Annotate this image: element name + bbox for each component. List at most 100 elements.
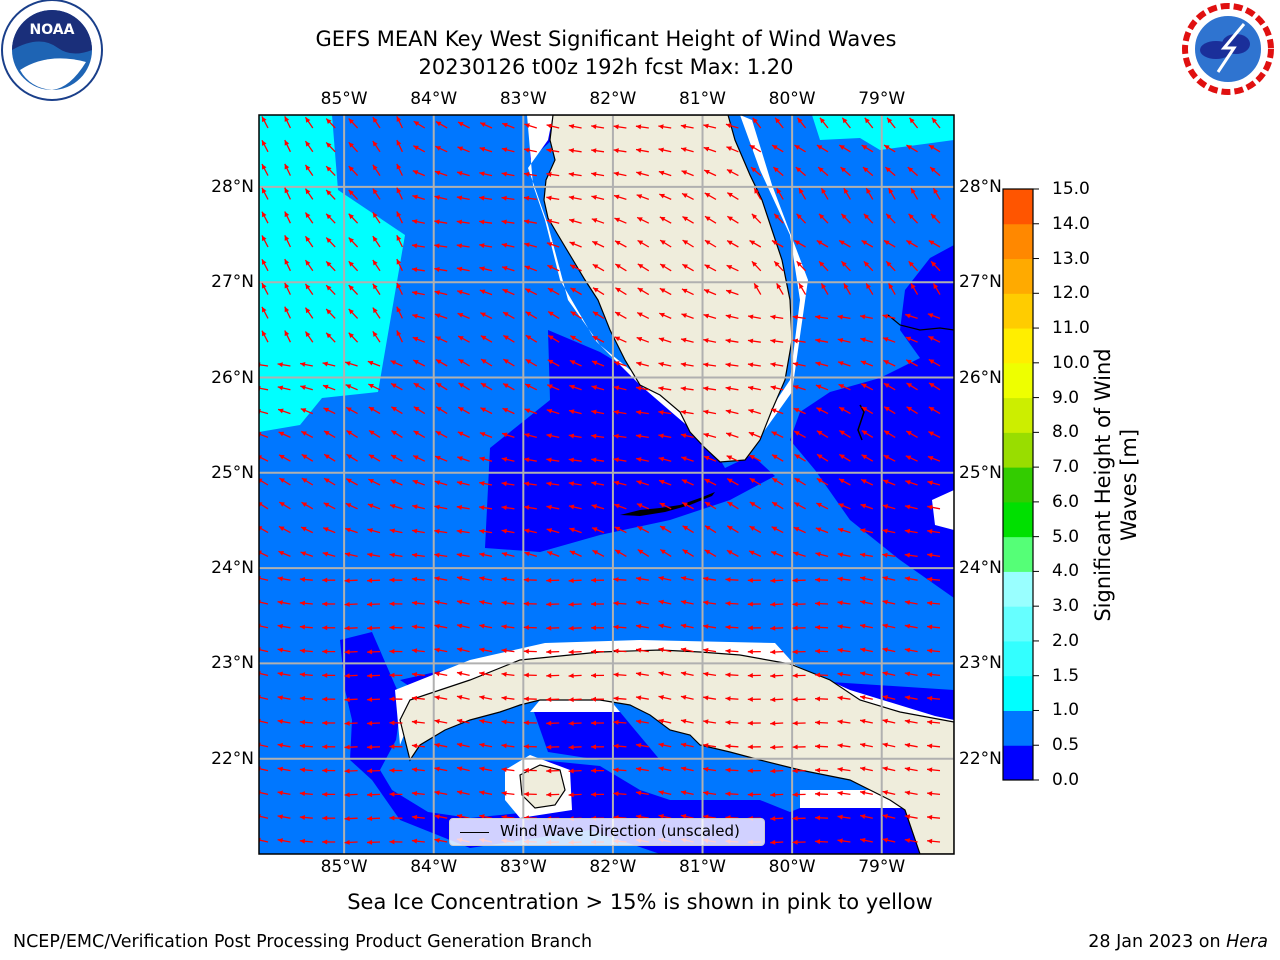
wave-direction-arrow bbox=[325, 141, 336, 153]
colorbar-segment bbox=[1003, 501, 1033, 538]
wave-direction-arrow bbox=[792, 625, 806, 631]
wave-band-high-west bbox=[259, 115, 405, 432]
wave-direction-arrow bbox=[591, 124, 605, 130]
wave-direction-arrow bbox=[590, 744, 605, 750]
wave-direction-arrow bbox=[259, 526, 269, 534]
wave-direction-arrow bbox=[479, 505, 493, 511]
wave-direction-arrow bbox=[725, 672, 739, 678]
wave-direction-arrow bbox=[299, 624, 313, 630]
lat-tick-right: 25°N bbox=[959, 462, 1002, 483]
wave-direction-arrow bbox=[703, 719, 717, 725]
wave-direction-arrow bbox=[681, 313, 694, 320]
wave-direction-arrow bbox=[301, 501, 314, 510]
wave-direction-arrow bbox=[501, 195, 515, 201]
wave-direction-arrow bbox=[770, 601, 784, 607]
wave-direction-arrow bbox=[322, 815, 336, 821]
colorbar-segment bbox=[1003, 223, 1033, 260]
wave-direction-arrow bbox=[344, 552, 358, 558]
wave-direction-arrow bbox=[568, 433, 582, 439]
wave-direction-arrow bbox=[837, 719, 851, 725]
wave-direction-arrow bbox=[815, 384, 829, 391]
wave-direction-arrow bbox=[590, 768, 605, 774]
wave-direction-arrow bbox=[926, 672, 941, 678]
wave-direction-arrow bbox=[345, 527, 358, 534]
wave-direction-arrow bbox=[547, 264, 560, 272]
wave-direction-arrow bbox=[411, 624, 425, 630]
wave-direction-arrow bbox=[413, 120, 426, 129]
wave-direction-arrow bbox=[412, 170, 426, 177]
wave-direction-arrow bbox=[770, 338, 784, 344]
wave-direction-arrow bbox=[904, 814, 918, 820]
wave-direction-arrow bbox=[389, 504, 403, 510]
wave-direction-arrow bbox=[346, 430, 358, 438]
wave-direction-arrow bbox=[747, 720, 761, 726]
wave-direction-arrow bbox=[456, 575, 470, 581]
wave-direction-arrow bbox=[568, 195, 582, 201]
wave-direction-arrow bbox=[776, 283, 784, 295]
wave-direction-arrow bbox=[904, 504, 918, 510]
wave-direction-arrow bbox=[928, 382, 941, 391]
wave-direction-arrow bbox=[659, 502, 672, 510]
wave-direction-arrow bbox=[635, 766, 649, 772]
wave-direction-arrow bbox=[457, 146, 470, 153]
wave-direction-arrow bbox=[615, 287, 627, 296]
wave-direction-arrow bbox=[704, 525, 717, 534]
wave-direction-arrow bbox=[820, 283, 829, 295]
wave-direction-arrow bbox=[904, 695, 918, 701]
wave-direction-arrow bbox=[837, 361, 851, 367]
wave-direction-arrow bbox=[546, 768, 560, 774]
wave-direction-arrow bbox=[325, 237, 336, 248]
wave-direction-arrow bbox=[435, 382, 448, 391]
wave-direction-arrow bbox=[794, 477, 806, 486]
wave-direction-arrow bbox=[591, 171, 605, 177]
lat-tick-left: 26°N bbox=[211, 367, 254, 388]
wave-direction-arrow bbox=[396, 306, 403, 319]
wave-direction-arrow bbox=[838, 503, 851, 510]
wave-direction-arrow bbox=[479, 456, 493, 462]
wave-direction-arrow bbox=[859, 552, 873, 558]
wave-direction-arrow bbox=[523, 505, 537, 511]
wave-direction-arrow bbox=[457, 335, 470, 343]
wave-direction-arrow bbox=[793, 501, 806, 510]
wave-direction-arrow bbox=[613, 577, 627, 583]
wave-direction-arrow bbox=[456, 480, 470, 486]
wave-direction-arrow bbox=[502, 358, 515, 367]
wave-direction-arrow bbox=[304, 331, 314, 343]
wave-direction-arrow bbox=[749, 144, 762, 153]
wave-direction-arrow bbox=[569, 527, 582, 534]
colorbar-segment bbox=[1003, 189, 1033, 225]
wave-direction-arrow bbox=[568, 601, 582, 607]
wave-direction-arrow bbox=[817, 166, 829, 177]
wave-direction-arrow bbox=[926, 767, 941, 773]
wave-direction-arrow bbox=[261, 211, 269, 224]
wave-direction-arrow bbox=[501, 219, 515, 225]
wave-direction-arrow bbox=[568, 578, 582, 584]
wave-direction-arrow bbox=[348, 284, 359, 296]
wave-direction-arrow bbox=[864, 117, 874, 129]
wave-direction-arrow bbox=[344, 673, 358, 679]
wave-direction-arrow bbox=[770, 839, 784, 845]
colorbar-segment bbox=[1003, 467, 1033, 503]
colorbar-segment bbox=[1003, 536, 1033, 572]
wave-direction-arrow bbox=[412, 359, 426, 367]
wave-direction-arrow bbox=[366, 578, 381, 584]
lon-tick-bottom: 84°W bbox=[410, 857, 458, 877]
wave-direction-arrow bbox=[479, 219, 493, 225]
wave-direction-arrow bbox=[325, 284, 336, 296]
wave-direction-arrow bbox=[637, 263, 650, 272]
wave-direction-arrow bbox=[502, 334, 515, 343]
wave-direction-arrow bbox=[792, 839, 806, 845]
wave-direction-arrow bbox=[304, 116, 314, 129]
wave-direction-arrow bbox=[547, 334, 560, 343]
wave-direction-arrow bbox=[456, 813, 470, 819]
wave-direction-arrow bbox=[882, 813, 896, 819]
wave-direction-arrow bbox=[814, 815, 829, 821]
wave-direction-arrow bbox=[479, 432, 493, 439]
wave-direction-arrow bbox=[682, 525, 694, 534]
wave-direction-arrow bbox=[284, 330, 291, 343]
wave-direction-arrow bbox=[434, 552, 448, 558]
wave-direction-arrow bbox=[658, 695, 672, 700]
wave-direction-arrow bbox=[792, 673, 806, 679]
wave-direction-arrow bbox=[725, 123, 739, 129]
wave-direction-arrow bbox=[815, 314, 829, 320]
